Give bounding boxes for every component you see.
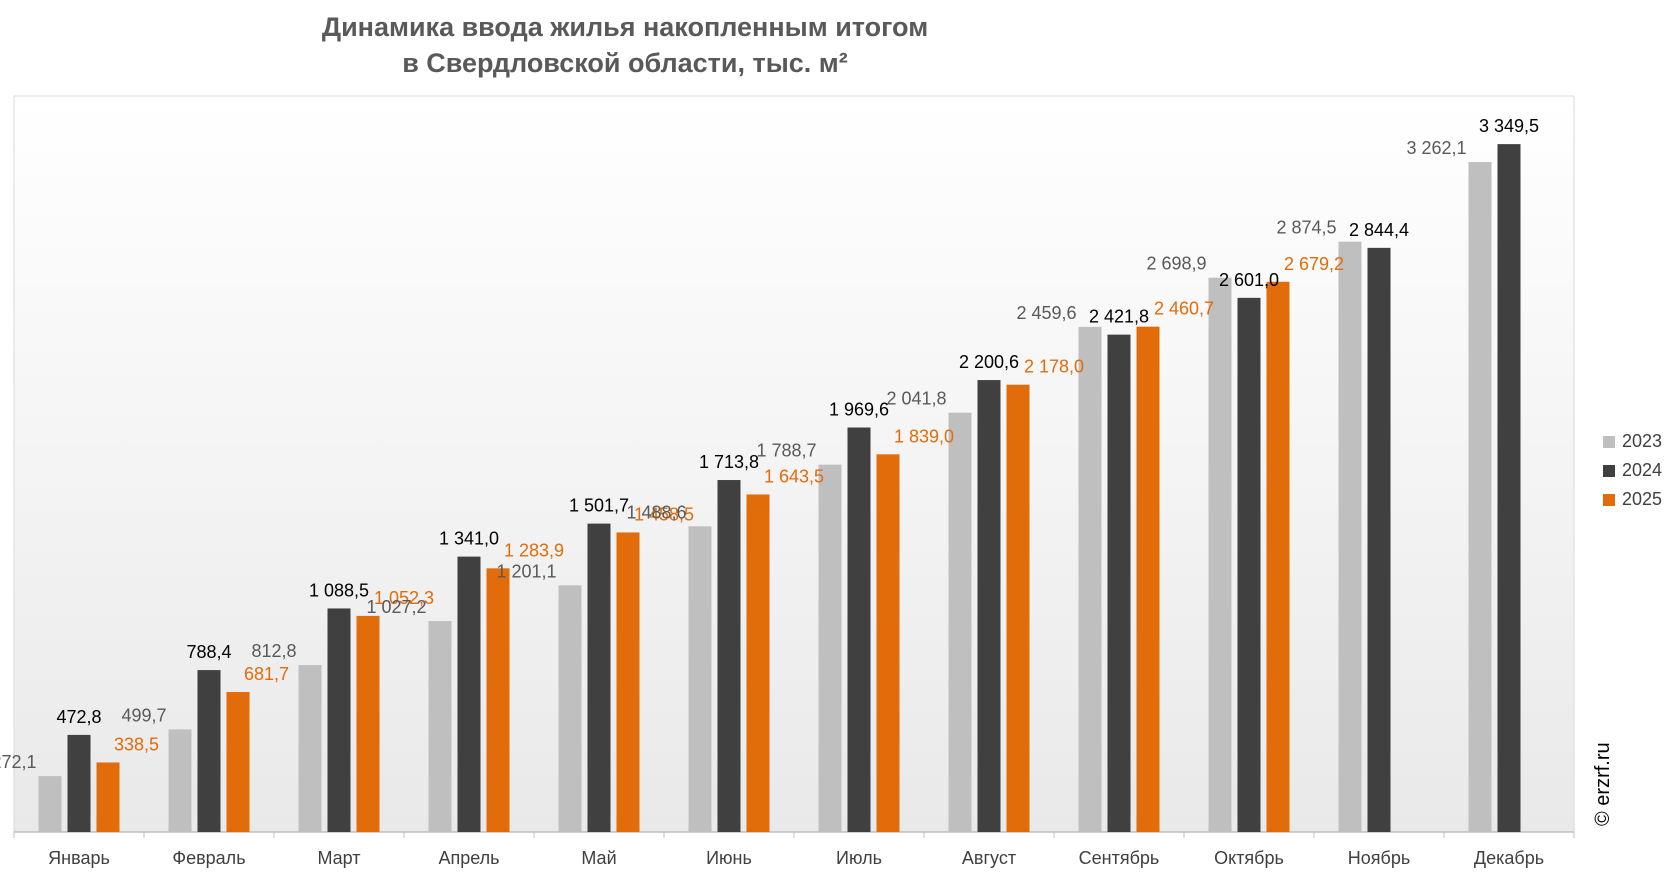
value-label-2024: 788,4 [186, 642, 231, 662]
bar-2025 [746, 494, 770, 832]
value-label-2023: 499,7 [121, 705, 166, 725]
value-label-2023: 2 874,5 [1276, 218, 1336, 238]
bar-2025 [356, 615, 380, 832]
chart-title: Динамика ввода жилья накопленным итогом [322, 12, 928, 42]
value-label-2025: 338,5 [114, 734, 159, 754]
value-label-2025: 2 460,7 [1154, 299, 1214, 319]
bar-2023 [428, 621, 452, 832]
bar-2023 [38, 776, 62, 832]
bar-2023 [558, 585, 582, 832]
category-label: Апрель [438, 848, 499, 868]
category-label: Январь [48, 848, 110, 868]
value-label-2024: 3 349,5 [1479, 116, 1539, 136]
category-label: Март [317, 848, 360, 868]
legend: 2023 2024 2025 [1603, 431, 1662, 509]
category-label: Май [581, 848, 616, 868]
bar-2025 [96, 762, 120, 832]
legend-swatch-2023 [1603, 436, 1615, 448]
value-label-2024: 1 969,6 [829, 400, 889, 420]
bar-2025 [226, 691, 250, 832]
chart-subtitle: в Свердловской области, тыс. м² [402, 48, 848, 78]
legend-swatch-2025 [1603, 494, 1615, 506]
bar-2024 [847, 427, 871, 832]
category-label: Июль [836, 848, 882, 868]
bar-2024 [327, 608, 351, 832]
value-label-2023: 2 698,9 [1146, 254, 1206, 274]
value-label-2023: 812,8 [251, 641, 296, 661]
category-label: Ноябрь [1348, 848, 1410, 868]
value-label-2025: 1 052,3 [374, 588, 434, 608]
value-label-2024: 2 200,6 [959, 352, 1019, 372]
bar-2023 [298, 665, 322, 832]
value-label-2024: 2 844,4 [1349, 220, 1409, 240]
bar-2023 [1078, 326, 1102, 832]
bar-2025 [486, 568, 510, 832]
category-label: Февраль [172, 848, 245, 868]
category-labels: Январь Февраль Март Апрель Май Июнь Июль Август… [48, 848, 1544, 868]
bar-2023 [1468, 162, 1492, 833]
bar-2024 [197, 670, 221, 832]
category-label: Декабрь [1474, 848, 1544, 868]
legend-label-2024: 2024 [1622, 460, 1662, 480]
value-label-2024: 2 421,8 [1089, 307, 1149, 327]
bar-2023 [818, 464, 842, 832]
bar-2023 [688, 526, 712, 832]
value-label-2024: 1 713,8 [699, 452, 759, 472]
x-axis-ticks [13, 832, 1575, 838]
bar-2024 [1237, 297, 1261, 832]
value-label-2024: 1 088,5 [309, 580, 369, 600]
value-label-2025: 2 178,0 [1024, 357, 1084, 377]
bar-2024 [587, 523, 611, 832]
bar-2024 [1107, 334, 1131, 832]
bars [38, 144, 1521, 833]
bar-2025 [616, 532, 640, 832]
value-label-2023: 1 201,1 [496, 561, 556, 581]
value-label-2023: 2 041,8 [886, 389, 946, 409]
value-label-2024: 472,8 [56, 707, 101, 727]
value-label-2025: 1 643,5 [764, 466, 824, 486]
bar-2024 [717, 480, 741, 832]
value-label-2023: 272,1 [0, 752, 37, 772]
value-label-2024: 1 501,7 [569, 496, 629, 516]
category-label: Октябрь [1214, 848, 1284, 868]
value-label-2025: 2 679,2 [1284, 254, 1344, 274]
bar-2024 [1497, 144, 1521, 833]
credit-text: © erzrf.ru [1592, 742, 1614, 826]
value-label-2023: 1 488,6 [626, 502, 686, 522]
value-label-2023: 1 788,7 [756, 441, 816, 461]
value-label-2023: 3 262,1 [1406, 138, 1466, 158]
bar-2024 [457, 556, 481, 832]
bar-2023 [1208, 277, 1232, 832]
bar-2024 [1367, 247, 1391, 832]
bar-2025 [1136, 326, 1160, 832]
bar-2023 [1338, 241, 1362, 832]
value-label-2024: 2 601,0 [1219, 270, 1279, 290]
value-label-2025: 1 839,0 [894, 426, 954, 446]
legend-swatch-2024 [1603, 465, 1615, 477]
bar-2025 [876, 454, 900, 832]
value-label-2025: 1 283,9 [504, 540, 564, 560]
value-label-2025: 1 458,5 [634, 504, 694, 524]
bar-2024 [67, 734, 91, 832]
value-label-2023: 2 459,6 [1016, 303, 1076, 323]
category-label: Июнь [706, 848, 752, 868]
value-label-2025: 681,7 [244, 664, 289, 684]
bar-2024 [977, 380, 1001, 832]
category-label: Сентябрь [1079, 848, 1160, 868]
value-label-2023: 1 027,2 [366, 597, 426, 617]
legend-label-2025: 2025 [1622, 489, 1662, 509]
bar-2025 [1266, 281, 1290, 832]
legend-label-2023: 2023 [1622, 431, 1662, 451]
value-label-2024: 1 341,0 [439, 529, 499, 549]
bar-2025 [1006, 384, 1030, 832]
value-labels: 272,1 472,8 338,5 499,7 788,4 681,7 812,8 1 088… [0, 116, 1539, 772]
bar-2023 [168, 729, 192, 832]
bar-2023 [948, 412, 972, 832]
plot-area [13, 95, 1575, 833]
category-label: Август [962, 848, 1016, 868]
